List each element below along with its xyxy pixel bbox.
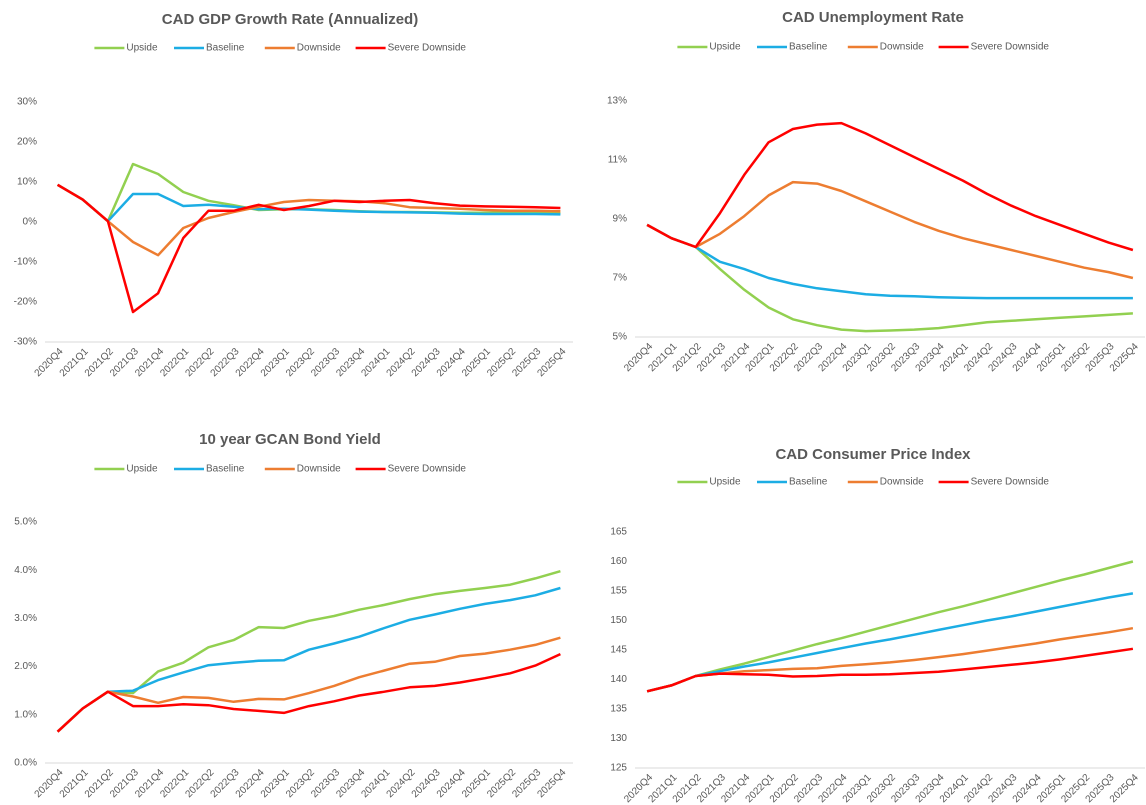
legend-label: Downside (880, 477, 924, 488)
legend-label: Upside (126, 464, 158, 475)
y-tick-label: 1.0% (14, 709, 37, 720)
series-line (56, 183, 561, 223)
y-tick-label: 2.0% (14, 661, 37, 672)
y-tick-label: -10% (14, 257, 37, 268)
legend-label: Upside (709, 477, 741, 488)
legend-label: Severe Downside (388, 464, 467, 475)
series-line (646, 560, 1134, 693)
y-tick-label: 13% (607, 96, 627, 107)
series-line (56, 652, 561, 733)
y-tick-label: 165 (610, 527, 627, 538)
y-tick-label: 0.0% (14, 758, 37, 769)
y-tick-label: -30% (14, 337, 37, 348)
series-line (646, 223, 1133, 333)
legend-label: Upside (126, 43, 158, 54)
y-tick-label: 160 (610, 556, 627, 567)
y-tick-label: 130 (610, 733, 627, 744)
series-line (56, 162, 561, 223)
y-tick-label: 0% (23, 217, 38, 228)
series-line (646, 592, 1134, 693)
y-tick-label: 145 (610, 645, 627, 656)
legend-label: Severe Downside (971, 477, 1050, 488)
legend-label: Downside (880, 42, 924, 53)
y-tick-label: 4.0% (14, 565, 37, 576)
series-line (56, 636, 561, 733)
chart-title: CAD GDP Growth Rate (Annualized) (162, 11, 418, 28)
series-line (56, 569, 561, 733)
y-tick-label: 3.0% (14, 613, 37, 624)
y-tick-label: 5% (613, 332, 628, 343)
y-tick-label: 10% (17, 177, 37, 188)
series-line (56, 183, 561, 314)
x-tick-label: 2025Q4 (535, 346, 568, 379)
y-tick-label: 150 (610, 615, 627, 626)
legend-label: Baseline (206, 43, 245, 54)
legend-label: Baseline (206, 464, 245, 475)
y-tick-label: 5.0% (14, 517, 37, 528)
legend-label: Severe Downside (388, 43, 467, 54)
chart-title: CAD Consumer Price Index (775, 446, 971, 463)
chart-title: 10 year GCAN Bond Yield (199, 431, 381, 448)
y-tick-label: -20% (14, 297, 37, 308)
y-tick-label: 135 (610, 704, 627, 715)
legend-label: Upside (709, 42, 741, 53)
legend-label: Downside (297, 464, 341, 475)
legend-label: Baseline (789, 42, 828, 53)
y-tick-label: 30% (17, 97, 37, 108)
y-tick-label: 140 (610, 674, 627, 685)
y-tick-label: 7% (613, 273, 628, 284)
legend-label: Baseline (789, 477, 828, 488)
legend-label: Severe Downside (971, 42, 1050, 53)
x-tick-label: 2025Q4 (535, 767, 568, 800)
legend-label: Downside (297, 43, 341, 54)
series-line (56, 586, 561, 733)
series-line (646, 180, 1134, 280)
y-tick-label: 9% (613, 214, 628, 225)
y-tick-label: 11% (608, 155, 627, 166)
series-line (56, 183, 561, 257)
series-line (646, 121, 1134, 252)
y-tick-label: 20% (17, 137, 37, 148)
series-line (646, 223, 1133, 300)
y-tick-label: 125 (610, 763, 627, 774)
chart-title: CAD Unemployment Rate (782, 9, 964, 26)
y-tick-label: 155 (610, 586, 627, 597)
series-line (646, 647, 1134, 693)
